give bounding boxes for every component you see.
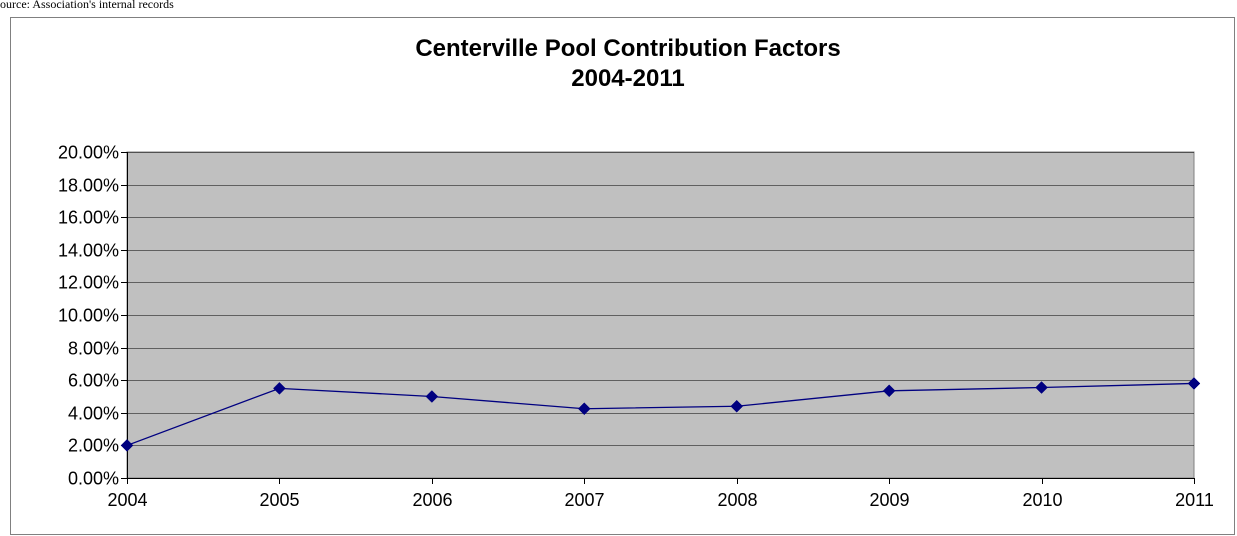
y-tick-label: 16.00% xyxy=(58,208,119,228)
chart-title: Centerville Pool Contribution Factors xyxy=(415,35,840,62)
data-point-marker xyxy=(577,402,591,416)
data-point-marker xyxy=(1035,381,1048,394)
series-line xyxy=(126,382,1195,447)
plot-area: 0.00% 2.00% 4.00% 6.00% 8.00% 10.00% 12.00% 14.… xyxy=(58,143,1214,511)
y-tick-label: 20.00% xyxy=(58,143,119,163)
plot-background xyxy=(126,151,1195,479)
data-point-marker xyxy=(1187,377,1201,390)
y-tick-label: 18.00% xyxy=(58,176,119,196)
source-note: ource: Association's internal records xyxy=(0,0,174,11)
data-point-marker xyxy=(273,381,286,395)
y-tick-label: 6.00% xyxy=(68,371,119,391)
x-tick-label: 2007 xyxy=(564,490,604,510)
y-tick-label: 14.00% xyxy=(58,241,119,261)
y-tick-label: 2.00% xyxy=(68,436,119,456)
data-point-marker xyxy=(425,390,439,403)
x-tick-label: 2008 xyxy=(717,490,757,510)
x-tick-label: 2005 xyxy=(259,490,299,510)
y-tick-label: 4.00% xyxy=(68,404,119,424)
x-tick-label: 2011 xyxy=(1175,490,1214,510)
y-tick-label: 10.00% xyxy=(58,306,119,326)
data-point-marker xyxy=(120,439,134,452)
y-tick-label: 12.00% xyxy=(58,273,119,293)
y-tick-label: 8.00% xyxy=(68,339,119,359)
x-tick-label: 2009 xyxy=(869,490,909,510)
chart-subtitle: 2004-2011 xyxy=(571,65,684,92)
x-tick-label: 2004 xyxy=(107,490,147,510)
y-tick-label: 0.00% xyxy=(68,469,119,489)
x-tick-label: 2010 xyxy=(1022,490,1062,510)
x-tick-label: 2006 xyxy=(412,490,452,510)
data-point-marker xyxy=(730,399,744,413)
data-point-marker xyxy=(882,384,896,398)
